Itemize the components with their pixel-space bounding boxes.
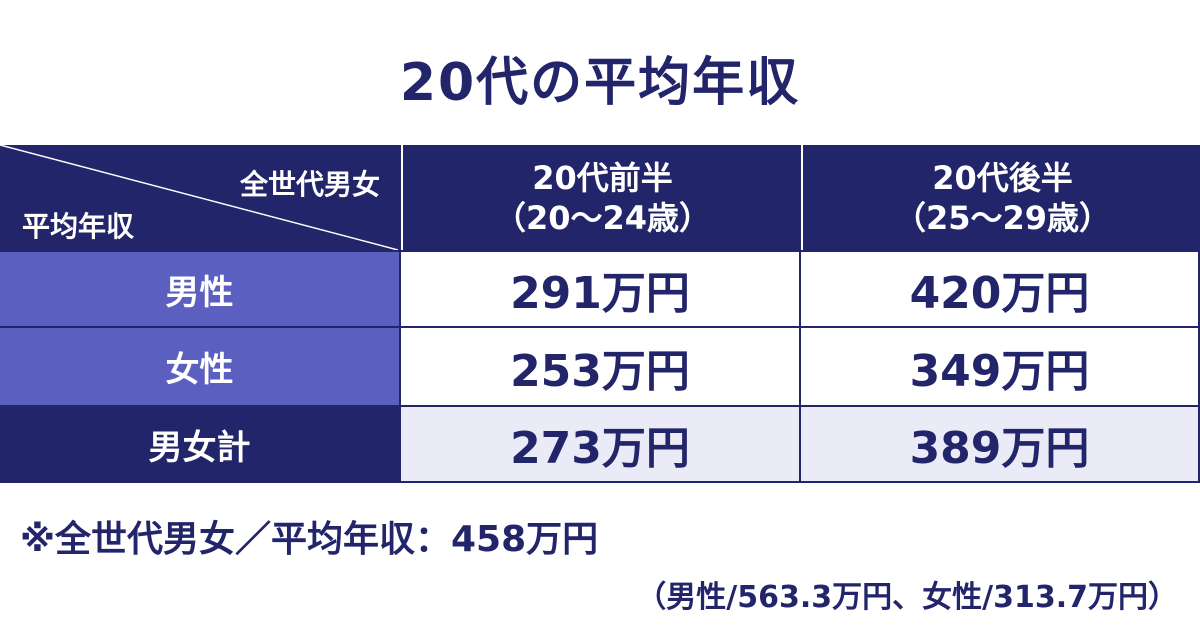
table: 全世代男女 平均年収 20代前半 （20～24歳） 20代後半 （25～29歳） 男性 2… [0, 145, 1200, 483]
column-range: （25～29歳） [893, 198, 1112, 237]
corner-diagonal [0, 145, 398, 250]
note: ※全世代男女／平均年収：458万円 [20, 519, 599, 560]
corner-top: 全世代男女 [239, 168, 380, 201]
value-cell: 291万円 [401, 252, 799, 326]
value-cell: 349万円 [801, 328, 1198, 405]
column-range: （20～24歳） [493, 198, 712, 237]
row-label: 女性 [0, 328, 399, 405]
corner-bottom: 平均年収 [22, 210, 135, 243]
value-cell: 420万円 [801, 252, 1198, 326]
column-name: 20代前半 [532, 158, 673, 197]
value-cell: 273万円 [401, 407, 799, 481]
row-label: 男女計 [0, 407, 399, 481]
column-header: 20代前半 （20～24歳） [401, 145, 802, 250]
row-label: 男性 [0, 252, 399, 326]
column-name: 20代後半 [932, 158, 1073, 197]
note-detail: （男性/563.3万円、女性/313.7万円） [636, 580, 1178, 615]
value-cell: 389万円 [801, 407, 1198, 481]
title: 20代の平均年収 [399, 53, 801, 113]
value-cell: 253万円 [401, 328, 799, 405]
column-header: 20代後半 （25～29歳） [801, 145, 1200, 250]
